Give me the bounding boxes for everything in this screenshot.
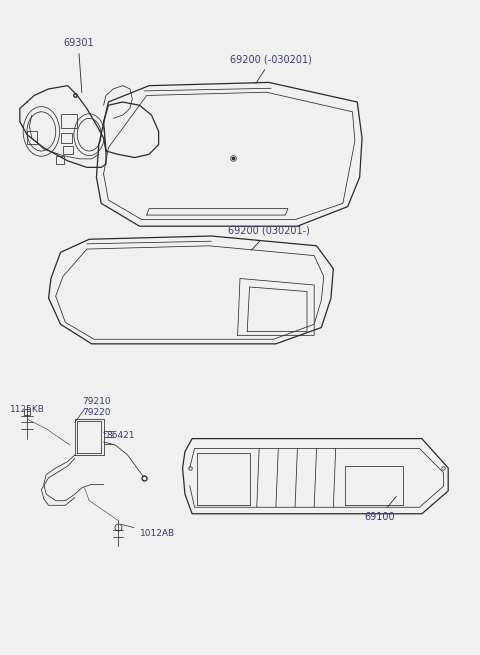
Text: 69200 (-030201): 69200 (-030201) bbox=[230, 54, 312, 83]
Bar bbox=[27, 132, 36, 145]
Text: 69200 (030201-): 69200 (030201-) bbox=[228, 226, 310, 250]
Bar bbox=[60, 114, 77, 128]
Text: 1012AB: 1012AB bbox=[120, 524, 175, 538]
Bar bbox=[63, 146, 73, 155]
Text: 69301: 69301 bbox=[63, 38, 94, 93]
Bar bbox=[56, 157, 64, 164]
Text: 79210: 79210 bbox=[82, 397, 111, 406]
Text: 86421: 86421 bbox=[106, 431, 134, 440]
Bar bbox=[60, 133, 72, 143]
Text: 69100: 69100 bbox=[364, 496, 396, 522]
Text: 1125KB: 1125KB bbox=[10, 405, 45, 414]
Text: 79220: 79220 bbox=[82, 408, 110, 417]
